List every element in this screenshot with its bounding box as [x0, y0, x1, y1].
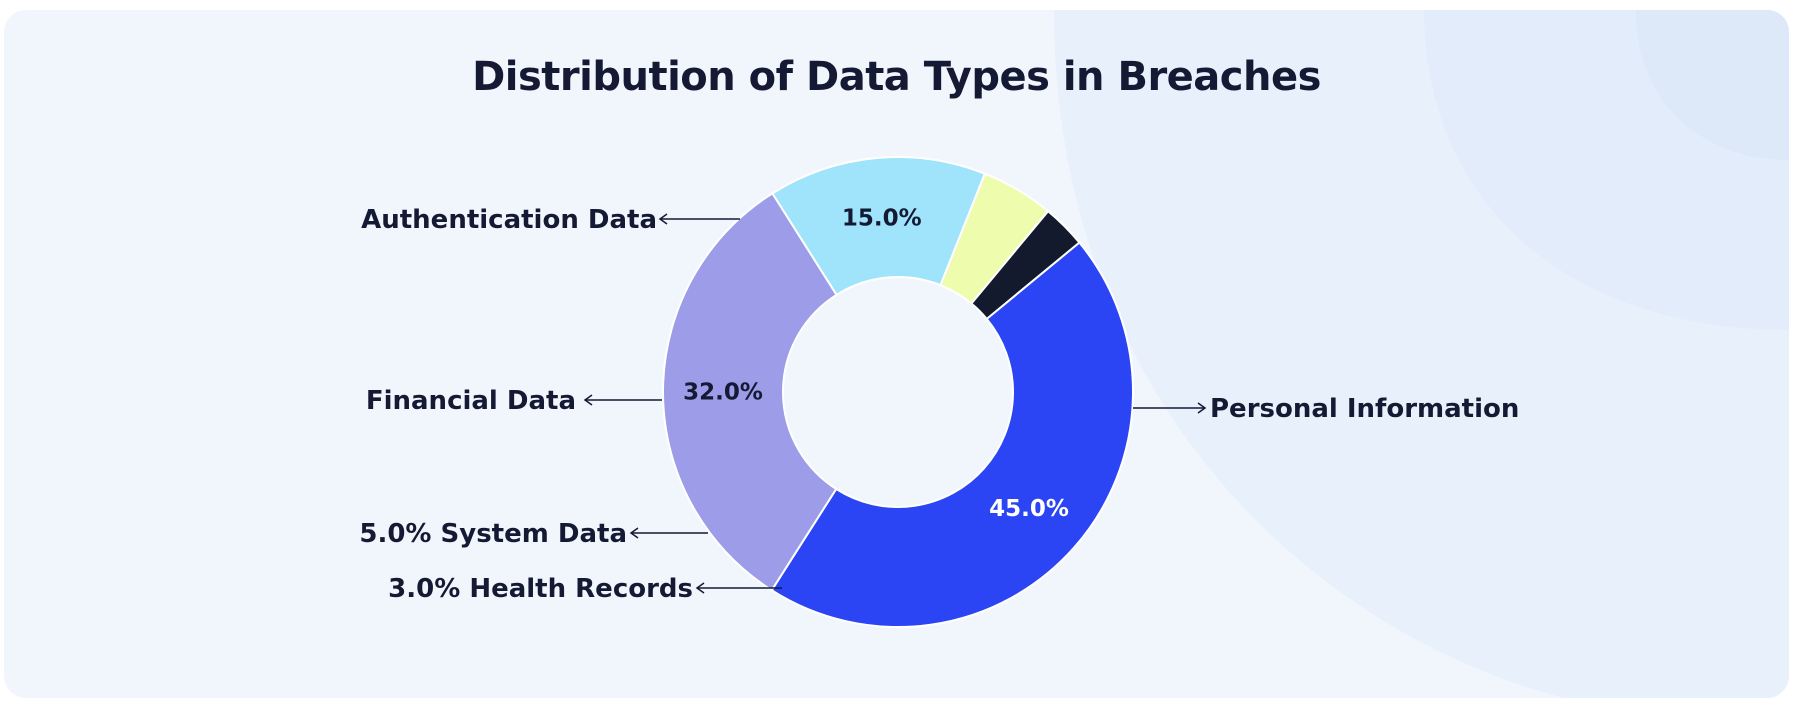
arrow-icon [658, 213, 668, 225]
arrow-icon [583, 394, 593, 406]
callout-label: Personal Information [1210, 394, 1519, 424]
donut-slice-authentication-data [662, 191, 838, 592]
callout-label: 5.0% System Data [359, 519, 627, 549]
callout-label: 3.0% Health Records [388, 574, 693, 604]
donut-slice-financial-data [771, 156, 987, 297]
arrow-icon [695, 582, 705, 594]
donut-slice-health-records [970, 209, 1081, 321]
arrow-icon [629, 527, 639, 539]
slice-value-label: 32.0% [683, 380, 763, 406]
donut-slice-personal-information [770, 241, 1134, 628]
slice-value-label: 15.0% [842, 206, 922, 232]
callout-label: Financial Data [366, 386, 576, 416]
slice-value-label: 45.0% [989, 496, 1069, 522]
chart-title: Distribution of Data Types in Breaches [472, 54, 1321, 100]
callout-label: Authentication Data [361, 205, 657, 235]
arrow-icon [1197, 402, 1207, 414]
